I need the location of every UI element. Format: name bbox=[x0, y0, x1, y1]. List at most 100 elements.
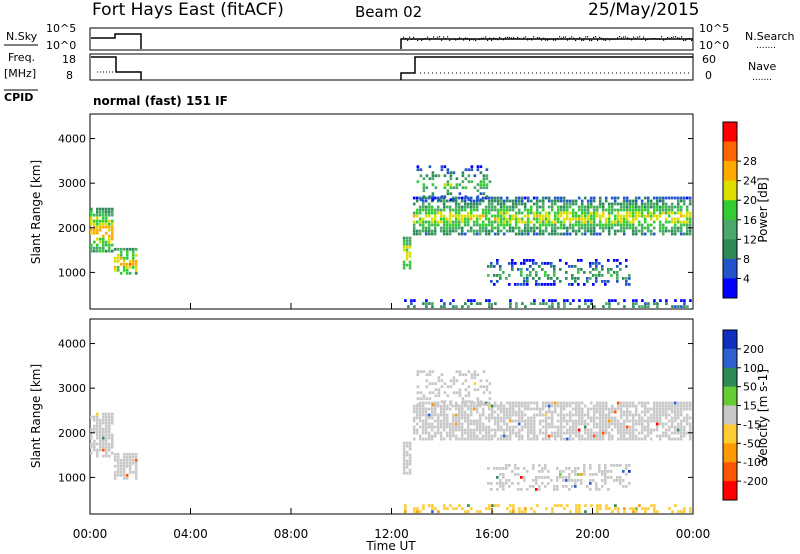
velocity-echo-cell bbox=[622, 419, 626, 423]
velocity-echo-cell bbox=[670, 416, 674, 420]
power-echo-cell bbox=[625, 283, 628, 286]
velocity-echo-cell bbox=[113, 473, 117, 477]
velocity-echo-cell bbox=[493, 419, 497, 423]
power-echo-cell bbox=[688, 223, 692, 227]
power-echo-cell bbox=[538, 211, 542, 215]
nsearch-dot bbox=[595, 36, 597, 38]
velocity-echo-cell bbox=[607, 425, 611, 429]
velocity-echo-cell bbox=[517, 401, 521, 405]
velocity-echo-cell bbox=[517, 431, 521, 435]
velocity-echo-cell bbox=[439, 422, 443, 426]
velocity-echo-cell bbox=[598, 428, 602, 432]
velocity-echo-cell bbox=[430, 407, 434, 411]
power-echo-cell bbox=[493, 265, 496, 268]
power-echo-cell bbox=[601, 229, 605, 233]
velocity-echo-cell bbox=[466, 413, 470, 417]
power-echo-cell bbox=[493, 220, 497, 224]
power-echo-cell bbox=[583, 208, 587, 212]
velocity-echo-cell bbox=[565, 467, 568, 470]
velocity-echo-cell bbox=[526, 470, 529, 473]
velocity-echo-cell bbox=[688, 428, 692, 432]
power-echo-cell bbox=[523, 202, 527, 206]
power-echo-cell bbox=[688, 220, 692, 224]
power-echo-cell bbox=[544, 283, 547, 286]
velocity-echo-cell bbox=[505, 413, 509, 417]
velocity-echo-cell bbox=[586, 434, 590, 438]
velocity-echo-cell bbox=[442, 428, 446, 432]
power-echo-cell bbox=[562, 196, 566, 200]
velocity-echo-region bbox=[402, 441, 412, 475]
velocity-echo-cell bbox=[631, 437, 635, 441]
power-echo-cell bbox=[96, 222, 99, 226]
power-echo-cell bbox=[96, 231, 99, 235]
nsearch-dot bbox=[533, 36, 535, 38]
velocity-echo-cell bbox=[490, 407, 494, 411]
velocity-echo-cell bbox=[99, 418, 102, 422]
velocity-echo-cell bbox=[574, 413, 578, 417]
power-echo-cell bbox=[424, 205, 428, 209]
power-echo-cell bbox=[431, 174, 435, 178]
power-echo-cell bbox=[415, 229, 419, 233]
velocity-echo-cell bbox=[601, 410, 605, 414]
nsearch-dot bbox=[589, 39, 591, 41]
velocity-echo-cell bbox=[625, 485, 628, 488]
velocity-echo-cell bbox=[511, 407, 515, 411]
power-echo-cell bbox=[646, 211, 650, 215]
power-echo-cell bbox=[661, 196, 665, 200]
power-echo-cell bbox=[658, 226, 662, 230]
velocity-echo-cell bbox=[128, 470, 132, 474]
velocity-echo-cell bbox=[559, 434, 563, 438]
power-echo-cell bbox=[634, 196, 638, 200]
velocity-echo-cell bbox=[499, 467, 502, 470]
velocity-echo-cell bbox=[619, 428, 623, 432]
velocity-echo-cell bbox=[571, 407, 575, 411]
power-echo-cell bbox=[649, 232, 653, 236]
power-echo-cell bbox=[464, 168, 468, 172]
nsearch-dot bbox=[593, 36, 595, 38]
power-echo-cell bbox=[595, 265, 598, 268]
power-echo-cell bbox=[547, 205, 551, 209]
power-echo-cell bbox=[134, 253, 138, 257]
velocity-echo-cell bbox=[90, 436, 93, 440]
velocity-echo-cell bbox=[482, 385, 486, 389]
power-echo-cell bbox=[93, 246, 96, 250]
velocity-echo-cell bbox=[589, 407, 593, 411]
power-echo-cell bbox=[475, 220, 479, 224]
power-echo-cell bbox=[556, 217, 560, 221]
power-echo-cell bbox=[529, 211, 533, 215]
power-echo-cell bbox=[538, 214, 542, 218]
power-echo-cell bbox=[578, 299, 581, 302]
power-echo-cell bbox=[634, 226, 638, 230]
power-echo-cell bbox=[535, 271, 538, 274]
nsearch-dot bbox=[617, 37, 619, 39]
velocity-echo-cell bbox=[125, 452, 129, 456]
power-echo-cell bbox=[119, 247, 123, 251]
power-echo-cell bbox=[640, 205, 644, 209]
power-echo-cell bbox=[448, 214, 452, 218]
velocity-echo-cell bbox=[128, 452, 132, 456]
velocity-echo-cell bbox=[670, 401, 674, 405]
power-echo-cell bbox=[467, 299, 470, 302]
velocity-echo-cell bbox=[467, 510, 470, 513]
power-echo-cell bbox=[520, 271, 523, 274]
power-echo-cell bbox=[592, 205, 596, 209]
velocity-echo-cell bbox=[102, 427, 105, 431]
power-echo-cell bbox=[422, 302, 425, 305]
power-echo-cell bbox=[619, 229, 623, 233]
power-echo-cell bbox=[419, 198, 423, 202]
velocity-echo-cell bbox=[562, 431, 566, 435]
power-echo-cell bbox=[674, 299, 677, 302]
power-echo-cell bbox=[547, 274, 550, 277]
velocity-echo-cell bbox=[583, 470, 586, 473]
velocity-echo-cell bbox=[619, 464, 622, 467]
velocity-echo-cell bbox=[508, 401, 512, 405]
power-echo-cell bbox=[683, 302, 686, 305]
velocity-echo-cell bbox=[96, 454, 99, 458]
nsearch-dot bbox=[507, 36, 509, 38]
velocity-echo-cell bbox=[451, 431, 455, 435]
velocity-echo-cell bbox=[517, 473, 520, 476]
velocity-echo-cell bbox=[523, 479, 526, 482]
power-echo-cell bbox=[544, 217, 548, 221]
power-echo-cell bbox=[557, 305, 560, 308]
power-echo-cell bbox=[608, 299, 611, 302]
